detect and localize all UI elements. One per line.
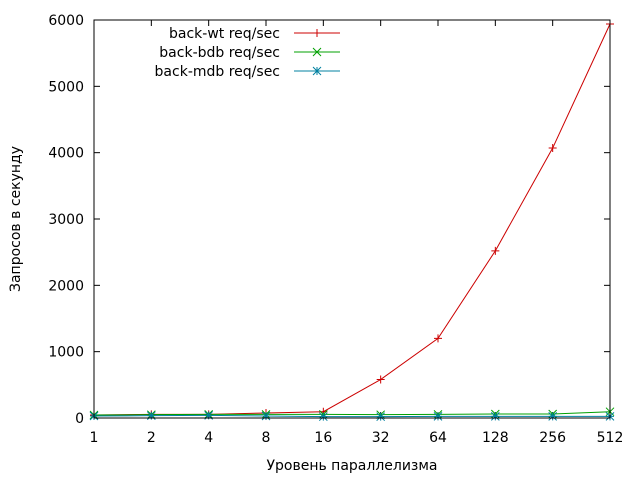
series-2-point-5 <box>376 412 386 422</box>
series-line-0 <box>93 23 611 416</box>
y-tick-label-2: 2000 <box>48 278 84 294</box>
series-2-point-2 <box>204 410 214 420</box>
series-lines <box>89 19 615 422</box>
y-tick-label-5: 5000 <box>48 79 84 95</box>
x-tick-label-1: 2 <box>147 430 156 446</box>
legend-marker-2 <box>312 66 322 76</box>
x-tick-label-2: 4 <box>204 430 213 446</box>
legend: back-wt req/sec back-bdb req/sec back-mdb … <box>155 26 340 80</box>
y-tick-label-4: 4000 <box>48 146 84 162</box>
legend-marker-1 <box>312 47 322 57</box>
legend-label-2: back-mdb req/sec <box>155 64 280 80</box>
legend-label-1: back-bdb req/sec <box>159 45 280 61</box>
y-tick-label-0: 0 <box>75 411 84 427</box>
series-2-point-7 <box>490 411 500 421</box>
y-axis-label: Запросов в секунду <box>8 146 24 292</box>
x-tick-label-5: 32 <box>372 430 390 446</box>
x-tick-label-7: 128 <box>482 430 509 446</box>
axes: 0 1000 2000 3000 4000 5000 6000 1 2 4 8 16 32 64 128 25… <box>48 13 623 446</box>
series-line-1 <box>93 411 611 416</box>
series-2-point-8 <box>548 411 558 421</box>
series-2 <box>89 410 615 422</box>
x-tick-label-8: 256 <box>539 430 566 446</box>
series-0-point-8 <box>548 144 557 153</box>
y-tick-label-1: 1000 <box>48 345 84 361</box>
x-tick-label-9: 512 <box>597 430 624 446</box>
series-line-2 <box>93 414 610 418</box>
legend-marker-0 <box>313 29 321 37</box>
series-2-point-4 <box>318 412 328 422</box>
y-tick-label-3: 3000 <box>48 212 84 228</box>
series-0-point-6 <box>434 334 442 343</box>
x-tick-label-3: 8 <box>262 430 271 446</box>
x-tick-label-0: 1 <box>90 430 99 446</box>
series-0-point-5 <box>376 375 385 384</box>
series-0-point-7 <box>491 246 500 255</box>
series-2-point-3 <box>261 411 271 421</box>
x-axis-label: Уровень параллелизма <box>266 458 437 474</box>
series-1 <box>89 407 615 420</box>
series-2-point-6 <box>433 411 443 421</box>
legend-label-0: back-wt req/sec <box>169 26 280 42</box>
x-tick-label-6: 64 <box>429 430 447 446</box>
x-tick-label-4: 16 <box>314 430 332 446</box>
plot-frame <box>93 19 611 419</box>
y-tick-label-6: 6000 <box>48 13 84 29</box>
series-2-point-1 <box>146 411 156 421</box>
